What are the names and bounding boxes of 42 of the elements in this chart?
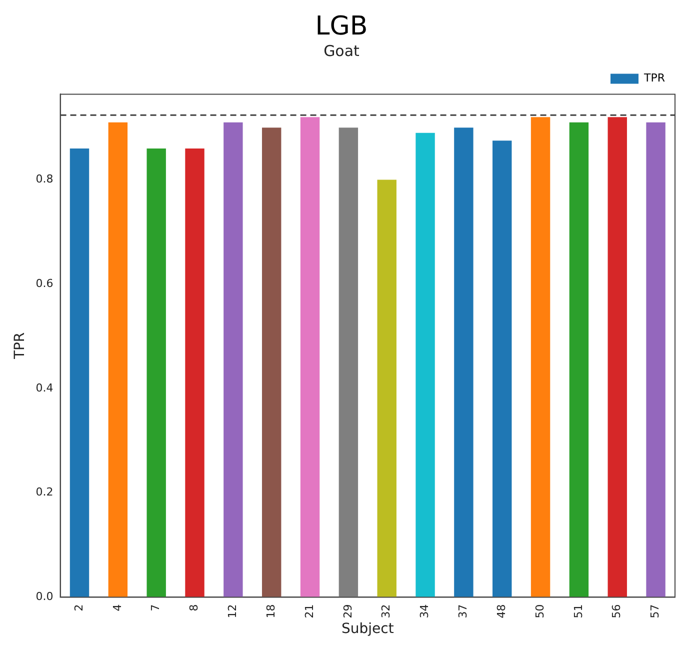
x-tick-label: 51 (572, 604, 585, 618)
bar (416, 132, 435, 598)
x-axis-title: Subject (341, 621, 394, 638)
x-tick-label: 4 (110, 604, 124, 612)
x-tick-label: 50 (533, 604, 546, 618)
y-tick-label: 0.4 (36, 381, 54, 394)
legend-label: TPR (643, 72, 666, 85)
x-tick-label: 34 (418, 604, 432, 618)
bar (454, 128, 474, 598)
chart-subtitle: Goat (324, 42, 360, 60)
y-tick-label: 0.0 (36, 590, 54, 604)
x-tick-label: 56 (610, 604, 624, 618)
x-tick-label: 37 (456, 604, 470, 618)
x-tick-label: 12 (226, 604, 240, 618)
bar (608, 117, 627, 598)
bar (569, 122, 589, 598)
bar (185, 148, 204, 598)
x-tick-label: 8 (188, 604, 201, 612)
bar (224, 122, 243, 598)
bar (262, 128, 282, 598)
x-tick-label: 2 (72, 604, 86, 612)
x-tick-label: 32 (380, 604, 393, 618)
x-tick-label: 57 (648, 604, 662, 618)
bar (377, 180, 396, 598)
bar (530, 117, 550, 598)
bar (146, 148, 166, 598)
x-tick-label: 21 (302, 604, 316, 618)
x-tick-label: 18 (264, 604, 278, 618)
x-tick-label: 48 (494, 604, 508, 618)
bar (492, 140, 512, 598)
bar (646, 122, 666, 598)
y-tick-label: 0.6 (36, 276, 54, 290)
x-tick-label: 29 (341, 604, 354, 618)
y-axis-title: TPR (12, 332, 28, 360)
bar (70, 148, 90, 598)
x-tick-label: 7 (149, 604, 162, 612)
chart-title: LGB (315, 11, 368, 42)
bar (338, 128, 358, 598)
bar (108, 122, 128, 598)
y-tick-label: 0.8 (36, 172, 54, 186)
bar (300, 117, 320, 598)
y-tick-label: 0.2 (36, 486, 54, 499)
